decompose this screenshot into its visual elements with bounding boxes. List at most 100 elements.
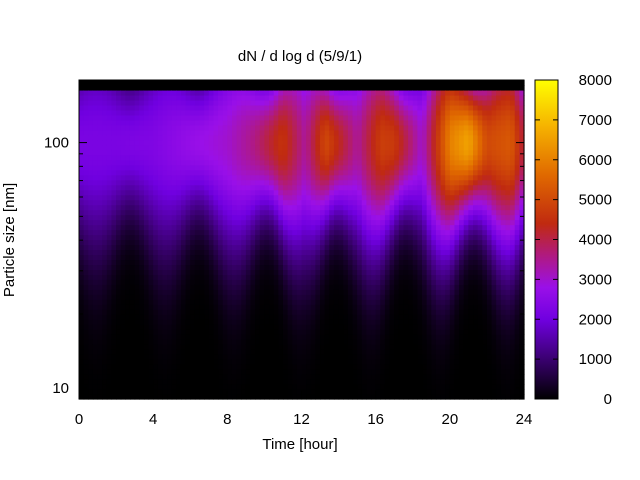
heatmap-cell: [162, 214, 168, 221]
heatmap-cell: [440, 379, 446, 385]
heatmap-cell: [357, 294, 363, 300]
heatmap-cell: [97, 139, 103, 146]
heatmap-cell: [310, 324, 317, 330]
heatmap-cell: [102, 314, 108, 320]
heatmap-cell: [380, 314, 386, 320]
heatmap-cell: [218, 334, 224, 340]
heatmap-cell: [245, 249, 252, 256]
heatmap-cell: [134, 194, 140, 201]
heatmap-cell: [375, 164, 381, 171]
heatmap-cell: [403, 219, 409, 226]
heatmap-cell: [218, 344, 224, 350]
heatmap-cell: [394, 294, 400, 300]
heatmap-cell: [92, 264, 99, 270]
heatmap-cell: [180, 209, 187, 216]
heatmap-cell: [431, 354, 437, 360]
heatmap-cell: [153, 144, 159, 151]
heatmap-cell: [320, 189, 326, 196]
heatmap-cell: [218, 84, 224, 91]
heatmap-cell: [394, 344, 400, 350]
heatmap-cell: [222, 189, 228, 196]
heatmap-cell: [148, 239, 154, 246]
heatmap-cell: [264, 109, 270, 116]
heatmap-cell: [338, 394, 344, 400]
heatmap-cell: [389, 364, 395, 370]
heatmap-cell: [116, 224, 122, 231]
heatmap-cell: [380, 284, 386, 290]
heatmap-cell: [102, 379, 108, 385]
heatmap-cell: [204, 139, 210, 146]
heatmap-cell: [287, 80, 293, 86]
heatmap-cell: [129, 289, 136, 295]
heatmap-cell: [171, 234, 177, 241]
heatmap-cell: [338, 149, 344, 156]
heatmap-cell: [111, 264, 117, 270]
heatmap-cell: [106, 114, 113, 121]
heatmap-cell: [296, 394, 303, 400]
heatmap-cell: [273, 249, 279, 256]
heatmap-cell: [190, 89, 196, 96]
heatmap-cell: [97, 364, 103, 370]
heatmap-cell: [83, 359, 89, 365]
heatmap-cell: [162, 149, 168, 156]
heatmap-cell: [157, 269, 164, 275]
heatmap-cell: [361, 164, 367, 171]
heatmap-cell: [79, 244, 85, 251]
heatmap-cell: [120, 89, 126, 96]
heatmap-cell: [153, 184, 159, 191]
heatmap-cell: [292, 274, 298, 280]
heatmap-cell: [352, 124, 358, 131]
heatmap-cell: [143, 209, 150, 216]
heatmap-cell: [250, 339, 256, 345]
heatmap-cell: [143, 354, 150, 360]
heatmap-cell: [213, 264, 219, 270]
heatmap-cell: [245, 214, 252, 221]
heatmap-cell: [417, 80, 423, 86]
heatmap-cell: [227, 154, 233, 161]
heatmap-cell: [185, 299, 191, 305]
heatmap-cell: [333, 184, 340, 191]
heatmap-cell: [338, 219, 344, 226]
heatmap-cell: [129, 124, 136, 131]
heatmap-cell: [357, 249, 363, 256]
heatmap-cell: [264, 104, 270, 111]
heatmap-cell: [431, 199, 437, 206]
heatmap-cell: [111, 209, 117, 216]
heatmap-cell: [301, 214, 307, 221]
heatmap-cell: [97, 304, 103, 310]
heatmap-cell: [347, 119, 354, 126]
heatmap-cell: [408, 299, 414, 305]
heatmap-cell: [269, 314, 275, 320]
heatmap-cell: [269, 304, 275, 310]
heatmap-cell: [92, 394, 99, 400]
heatmap-cell: [282, 379, 289, 385]
heatmap-cell: [231, 384, 238, 390]
heatmap-cell: [320, 324, 326, 330]
heatmap-cell: [292, 139, 298, 146]
heatmap-cell: [296, 209, 303, 216]
heatmap-cell: [208, 354, 215, 360]
heatmap-cell: [352, 304, 358, 310]
heatmap-cell: [213, 94, 219, 101]
heatmap-cell: [88, 184, 94, 191]
heatmap-cell: [347, 294, 354, 300]
heatmap-cell: [435, 139, 442, 146]
heatmap-cell: [111, 84, 117, 91]
heatmap-cell: [394, 109, 400, 116]
heatmap-cell: [153, 189, 159, 196]
heatmap-cell: [125, 394, 131, 400]
heatmap-cell: [375, 134, 381, 141]
heatmap-cell: [106, 159, 113, 166]
heatmap-cell: [315, 134, 321, 141]
heatmap-cell: [190, 159, 196, 166]
heatmap-cell: [143, 334, 150, 340]
heatmap-cell: [287, 394, 293, 400]
heatmap-cell: [167, 174, 173, 181]
heatmap-cell: [194, 124, 201, 131]
heatmap-cell: [366, 229, 372, 236]
heatmap-cell: [218, 129, 224, 136]
heatmap-cell: [116, 174, 122, 181]
heatmap-cell: [371, 179, 377, 186]
heatmap-cell: [371, 99, 377, 106]
heatmap-cell: [408, 339, 414, 345]
